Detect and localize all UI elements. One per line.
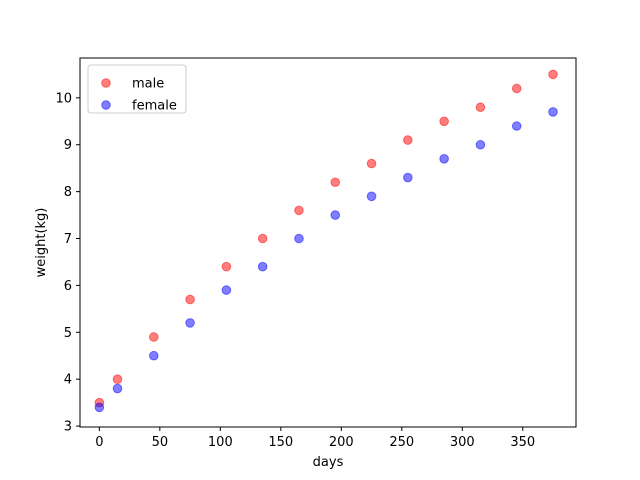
data-point-female bbox=[94, 402, 105, 413]
x-tick-label: 100 bbox=[208, 435, 233, 450]
y-tick-label: 3 bbox=[64, 420, 72, 435]
plot-frame bbox=[79, 57, 577, 428]
x-tick-label: 150 bbox=[268, 435, 293, 450]
data-point-female bbox=[548, 107, 558, 117]
x-tick-label: 300 bbox=[450, 435, 475, 450]
data-point-female bbox=[112, 383, 123, 394]
y-tick-label: 7 bbox=[64, 232, 72, 247]
y-tick-label: 4 bbox=[64, 373, 72, 388]
data-point-female bbox=[185, 318, 195, 328]
legend-label-male: male bbox=[132, 77, 164, 92]
legend-marker-male bbox=[101, 78, 111, 88]
y-tick-label: 5 bbox=[64, 326, 72, 341]
data-point-male bbox=[511, 83, 522, 94]
x-axis-label: days bbox=[313, 455, 344, 470]
data-point-female bbox=[511, 121, 522, 131]
data-point-female bbox=[366, 191, 377, 202]
data-point-male bbox=[366, 158, 377, 169]
x-tick-label: 250 bbox=[389, 435, 414, 450]
x-tick-label: 200 bbox=[329, 435, 354, 450]
data-point-female bbox=[403, 172, 413, 183]
y-tick-label: 6 bbox=[64, 279, 72, 294]
data-point-male bbox=[221, 261, 232, 272]
data-point-female bbox=[475, 139, 486, 150]
legend-marker-female bbox=[101, 100, 111, 110]
data-point-male bbox=[149, 332, 159, 342]
data-point-female bbox=[149, 350, 159, 361]
data-point-female bbox=[294, 233, 304, 244]
data-point-male bbox=[548, 69, 558, 80]
y-tick-label: 9 bbox=[64, 138, 72, 153]
legend: male female bbox=[87, 64, 187, 114]
x-axis: 0 50 100 150 200 250 300 350 bbox=[95, 427, 535, 450]
data-point-male bbox=[185, 294, 195, 305]
data-point-male bbox=[294, 205, 304, 216]
data-point-male bbox=[403, 135, 413, 145]
data-point-female bbox=[221, 285, 232, 295]
data-point-male bbox=[112, 374, 123, 384]
legend-label-female: female bbox=[132, 99, 177, 114]
y-tick-label: 8 bbox=[64, 185, 72, 200]
legend-box bbox=[87, 64, 187, 114]
y-axis: 3 4 5 6 7 8 9 10 bbox=[55, 91, 80, 435]
y-tick-label: 10 bbox=[55, 91, 72, 106]
x-tick-label: 350 bbox=[510, 435, 535, 450]
data-point-female bbox=[330, 210, 341, 220]
data-point-male bbox=[330, 177, 341, 188]
data-point-female bbox=[257, 261, 268, 272]
data-point-male bbox=[475, 102, 486, 113]
plot-points bbox=[94, 69, 558, 413]
x-tick-label: 0 bbox=[95, 435, 103, 450]
data-point-male bbox=[439, 116, 449, 127]
y-axis-label: weight(kg) bbox=[34, 208, 49, 278]
data-point-female bbox=[439, 154, 449, 164]
x-tick-label: 50 bbox=[152, 435, 169, 450]
data-point-male bbox=[257, 233, 268, 244]
